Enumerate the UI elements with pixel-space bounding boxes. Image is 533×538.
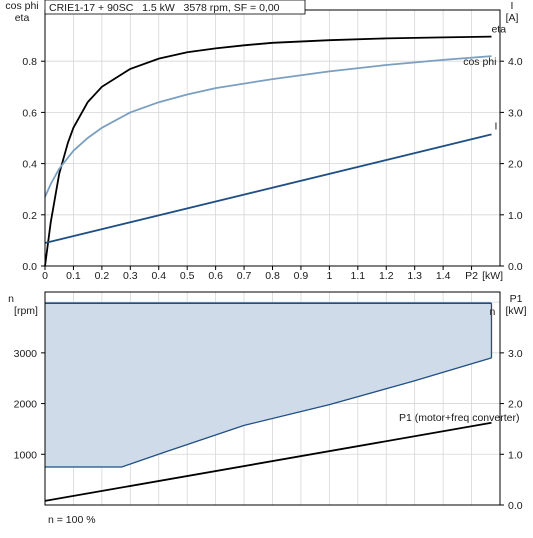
header-box — [44, 0, 306, 15]
top-xtick-label: 0.1 — [66, 270, 81, 282]
bottom-ytick-label: 3000 — [14, 348, 38, 360]
top-y-axis-label: eta — [15, 12, 30, 24]
top-xtick-label: 0 — [42, 270, 48, 282]
speed-lower-line — [45, 357, 492, 468]
series-label-cos-phi: cos phi — [463, 56, 496, 68]
top-y2tick-label: 4.0 — [508, 56, 523, 68]
top-xtick-label: 1.2 — [379, 270, 394, 282]
top-ytick-label: 0.6 — [22, 107, 37, 119]
bottom-plot-frame — [44, 291, 501, 506]
top-y2tick-label: 3.0 — [508, 107, 523, 119]
top-xtick-label: 1.4 — [436, 270, 451, 282]
series-cos-phi-line — [44, 55, 492, 198]
top-y2tick-label: 2.0 — [508, 159, 523, 171]
top-y2-axis-label: I — [511, 0, 514, 12]
bottom-ytick-label: 1000 — [14, 449, 38, 461]
footer-note: n = 100 % — [48, 514, 96, 526]
top-y2tick-label: 1.0 — [508, 210, 523, 222]
top-xtick-label: 0.6 — [208, 270, 223, 282]
bottom-y-axis-label: [rpm] — [14, 305, 38, 317]
bottom-y2tick-label: 1.0 — [508, 449, 523, 461]
series-eta-line — [44, 35, 492, 267]
top-xtick-label: 0.4 — [151, 270, 166, 282]
top-y-axis-label: cos phi — [5, 0, 38, 12]
series-i-line — [44, 133, 492, 244]
top-ytick-label: 0.0 — [22, 261, 37, 273]
top-xtick-label: 0.3 — [123, 270, 138, 282]
series-p1-line — [44, 421, 492, 502]
top-xtick-label: 0.2 — [95, 270, 110, 282]
top-xtick-label: 0.7 — [237, 270, 252, 282]
top-x-unit: [kW] — [482, 270, 503, 282]
bottom-ytick-label: 2000 — [14, 399, 38, 411]
bottom-y2-axis-label: P1 — [510, 293, 523, 305]
bottom-y2tick-label: 0.0 — [508, 500, 523, 512]
header-label: CRIE1-17 + 90SC 1.5 kW 3578 rpm, SF = 0,… — [49, 2, 280, 14]
top-y2-axis-label: [A] — [506, 12, 519, 24]
top-xtick-label: 0.8 — [265, 270, 280, 282]
series-label-n: n — [489, 306, 495, 318]
series-label-i: I — [494, 120, 497, 132]
series-label-p1: P1 (motor+freq converter) — [399, 412, 520, 424]
top-xtick-label: 0.5 — [180, 270, 195, 282]
speed-range-area — [45, 303, 492, 467]
top-ytick-label: 0.4 — [22, 159, 37, 171]
top-ytick-label: 0.8 — [22, 56, 37, 68]
series-label-eta: eta — [491, 24, 506, 36]
bottom-y2tick-label: 2.0 — [508, 399, 523, 411]
top-xtick-label: 1.3 — [407, 270, 422, 282]
bottom-y2tick-label: 3.0 — [508, 348, 523, 360]
top-xtick-label: 0.9 — [294, 270, 309, 282]
bottom-y-axis-label: n — [8, 293, 14, 305]
top-xtick-label: P2 — [465, 270, 478, 282]
top-ytick-label: 0.2 — [22, 210, 37, 222]
bottom-y2-axis-label: [kW] — [506, 305, 527, 317]
top-y2tick-label: 0.0 — [508, 261, 523, 273]
top-xtick-label: 1 — [326, 270, 332, 282]
top-xtick-label: 1.1 — [351, 270, 366, 282]
